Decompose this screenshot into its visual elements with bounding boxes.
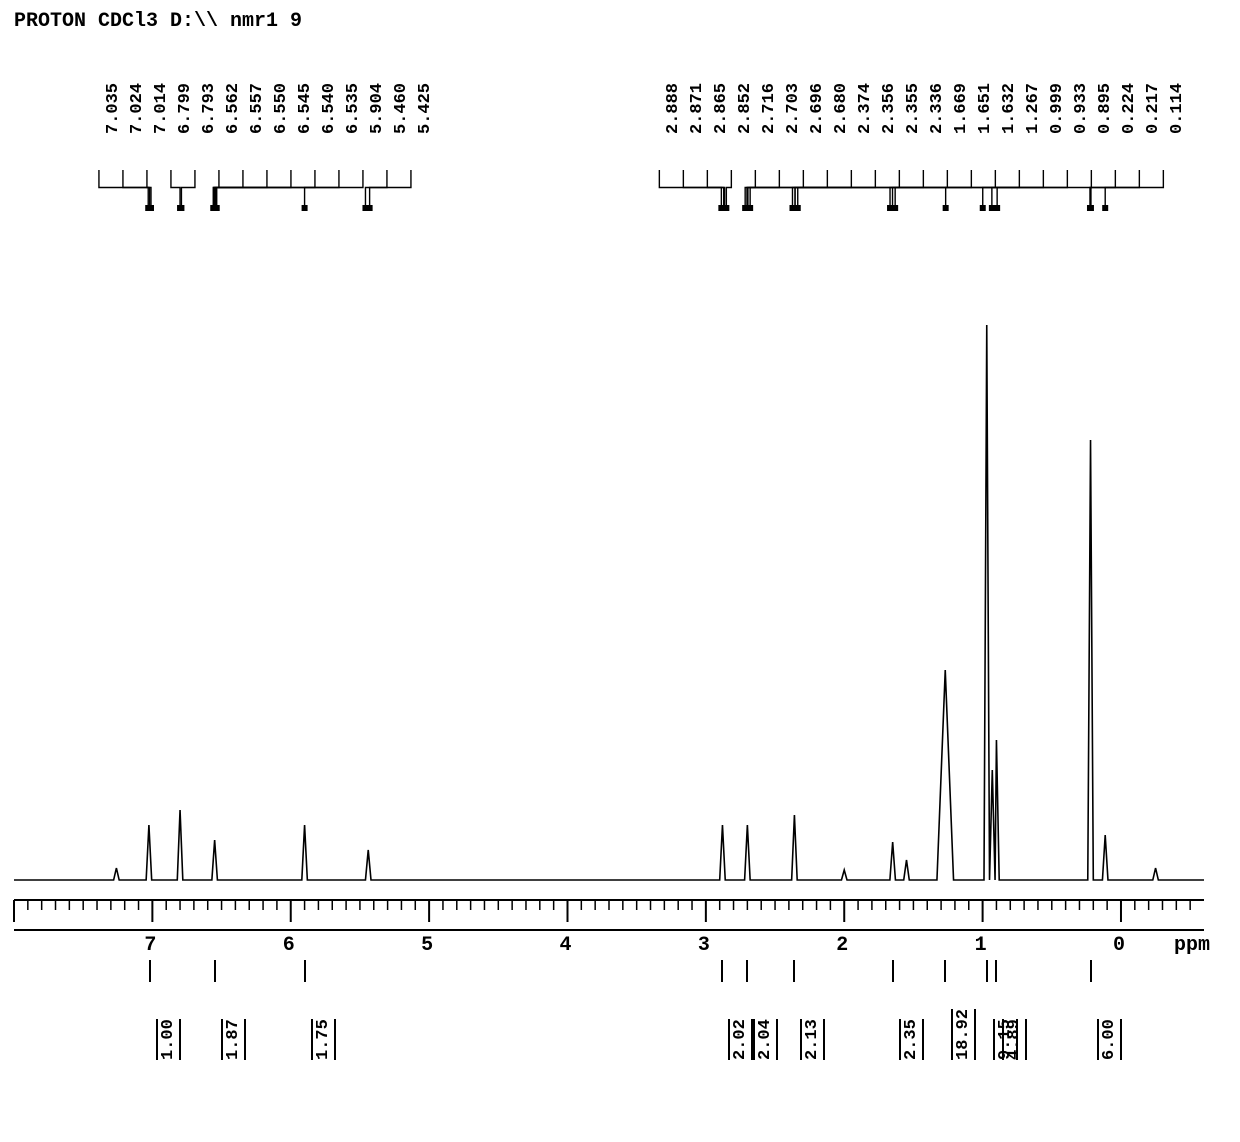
peak-label: 5.460 — [392, 83, 411, 134]
peak-label: 1.651 — [976, 83, 995, 134]
peak-label: 6.535 — [344, 83, 363, 134]
integral-label: 2.04 — [753, 1019, 778, 1060]
integral-tick — [746, 960, 748, 982]
axis-tick-1: 1 — [975, 934, 987, 957]
integral-label: 6.00 — [1097, 1019, 1122, 1060]
integral-label: 1.87 — [221, 1019, 246, 1060]
integral-label: 4.89 — [1002, 1019, 1027, 1060]
integral-label: 18.92 — [951, 1009, 976, 1060]
peak-label: 6.545 — [296, 83, 315, 134]
axis-tick-7: 7 — [144, 934, 156, 957]
nmr-spectrum — [0, 0, 1240, 1142]
peak-label: 2.865 — [712, 83, 731, 134]
axis-tick-5: 5 — [421, 934, 433, 957]
peak-label: 7.014 — [152, 83, 171, 134]
integral-tick — [214, 960, 216, 982]
peak-label: 0.999 — [1048, 83, 1067, 134]
peak-label: 1.267 — [1024, 83, 1043, 134]
integral-tick — [793, 960, 795, 982]
peak-label: 0.217 — [1144, 83, 1163, 134]
integral-label: 2.13 — [800, 1019, 825, 1060]
peak-label: 2.356 — [880, 83, 899, 134]
peak-label: 2.871 — [688, 83, 707, 134]
peak-label: 6.557 — [248, 83, 267, 134]
peak-label: 0.933 — [1072, 83, 1091, 134]
peak-label: 1.669 — [952, 83, 971, 134]
integral-tick — [149, 960, 151, 982]
peak-label: 6.562 — [224, 83, 243, 134]
peak-label: 2.336 — [928, 83, 947, 134]
peak-label: 2.703 — [784, 83, 803, 134]
axis-tick-0: 0 — [1113, 934, 1125, 957]
peak-label: 2.888 — [664, 83, 683, 134]
integral-tick — [995, 960, 997, 982]
integral-tick — [304, 960, 306, 982]
peak-label: 2.852 — [736, 83, 755, 134]
peak-label: 0.224 — [1120, 83, 1139, 134]
peak-label: 5.904 — [368, 83, 387, 134]
peak-label: 6.799 — [176, 83, 195, 134]
peak-label: 2.355 — [904, 83, 923, 134]
integral-label: 2.35 — [899, 1019, 924, 1060]
integral-tick — [1090, 960, 1092, 982]
peak-label: 0.114 — [1168, 83, 1187, 134]
peak-label: 6.550 — [272, 83, 291, 134]
integral-label: 1.75 — [311, 1019, 336, 1060]
integral-tick — [986, 960, 988, 982]
peak-label: 0.895 — [1096, 83, 1115, 134]
peak-label: 1.632 — [1000, 83, 1019, 134]
peak-label: 6.793 — [200, 83, 219, 134]
peak-label: 2.696 — [808, 83, 827, 134]
axis-tick-3: 3 — [698, 934, 710, 957]
integral-label: 1.00 — [156, 1019, 181, 1060]
integral-label: 2.02 — [728, 1019, 753, 1060]
axis-tick-6: 6 — [283, 934, 295, 957]
peak-label: 5.425 — [416, 83, 435, 134]
integral-tick — [892, 960, 894, 982]
spectrum-trace — [14, 325, 1204, 880]
peak-label: 2.680 — [832, 83, 851, 134]
axis-tick-4: 4 — [559, 934, 571, 957]
axis-unit: ppm — [1174, 934, 1210, 957]
peak-label: 6.540 — [320, 83, 339, 134]
peak-label: 7.024 — [128, 83, 147, 134]
peak-label: 2.716 — [760, 83, 779, 134]
peak-label: 2.374 — [856, 83, 875, 134]
axis-tick-2: 2 — [836, 934, 848, 957]
integral-tick — [721, 960, 723, 982]
peak-label: 7.035 — [104, 83, 123, 134]
integral-tick — [944, 960, 946, 982]
